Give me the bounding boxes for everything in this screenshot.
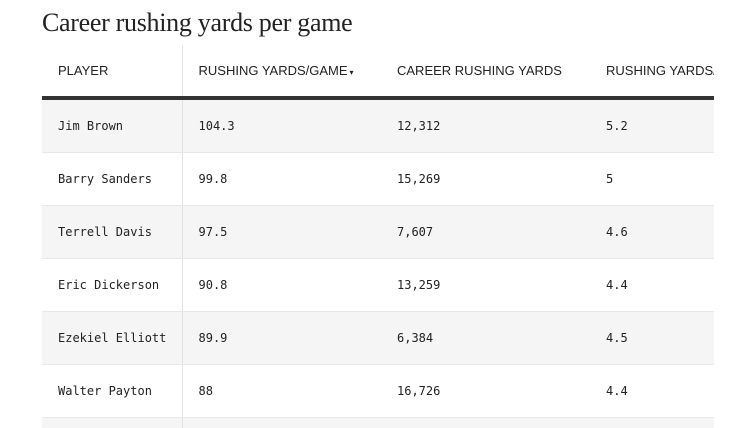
- col-label: RUSHING YARDS/ATTEMPT: [606, 63, 714, 78]
- yards-per-game-cell: 99.8: [182, 152, 381, 206]
- player-cell: Terrell Davis: [42, 205, 183, 259]
- career-yards-cell: 6,384: [381, 311, 590, 365]
- yards-per-attempt-cell: 4.4: [590, 258, 714, 312]
- yards-per-game-cell: 90.8: [182, 258, 381, 312]
- page-title: Career rushing yards per game: [42, 8, 353, 37]
- col-header-yards-per-game[interactable]: RUSHING YARDS/GAME ▾: [182, 45, 381, 100]
- col-label: PLAYER: [58, 63, 109, 78]
- stats-table: PLAYER RUSHING YARDS/GAME ▾ CAREER RUSHIN…: [42, 45, 714, 418]
- table-row: Terrell Davis 97.5 7,607 4.6: [42, 205, 714, 259]
- col-header-player[interactable]: PLAYER: [42, 45, 183, 100]
- player-cell: Barry Sanders: [42, 152, 183, 206]
- career-yards-cell: 16,726: [381, 364, 590, 418]
- next-row-partial: [42, 418, 714, 428]
- yards-per-game-cell: 88: [182, 364, 381, 418]
- table-row: Barry Sanders 99.8 15,269 5: [42, 152, 714, 206]
- table-row: Ezekiel Elliott 89.9 6,384 4.5: [42, 311, 714, 365]
- header-row: PLAYER RUSHING YARDS/GAME ▾ CAREER RUSHIN…: [42, 45, 714, 100]
- yards-per-attempt-cell: 4.5: [590, 311, 714, 365]
- stats-table-container[interactable]: PLAYER RUSHING YARDS/GAME ▾ CAREER RUSHIN…: [42, 45, 714, 428]
- table-row: Walter Payton 88 16,726 4.4: [42, 364, 714, 418]
- col-header-career-yards[interactable]: CAREER RUSHING YARDS: [381, 45, 590, 100]
- player-cell: Walter Payton: [42, 364, 183, 418]
- yards-per-game-cell: 104.3: [182, 98, 381, 153]
- player-cell: Eric Dickerson: [42, 258, 183, 312]
- sort-desc-icon: ▾: [349, 68, 354, 77]
- yards-per-attempt-cell: 5: [590, 152, 714, 206]
- yards-per-attempt-cell: 4.4: [590, 364, 714, 418]
- player-cell: Jim Brown: [42, 98, 183, 153]
- player-cell: Ezekiel Elliott: [42, 311, 183, 365]
- table-row: Jim Brown 104.3 12,312 5.2: [42, 98, 714, 153]
- career-yards-cell: 15,269: [381, 152, 590, 206]
- col-label: CAREER RUSHING YARDS: [397, 63, 562, 78]
- yards-per-attempt-cell: 5.2: [590, 98, 714, 153]
- yards-per-game-cell: 89.9: [182, 311, 381, 365]
- table-row: Eric Dickerson 90.8 13,259 4.4: [42, 258, 714, 312]
- col-label: RUSHING YARDS/GAME: [198, 63, 348, 78]
- career-yards-cell: 7,607: [381, 205, 590, 259]
- yards-per-attempt-cell: 4.6: [590, 205, 714, 259]
- career-yards-cell: 12,312: [381, 98, 590, 153]
- col-header-yards-per-attempt[interactable]: RUSHING YARDS/ATTEMPT: [590, 45, 714, 100]
- career-yards-cell: 13,259: [381, 258, 590, 312]
- yards-per-game-cell: 97.5: [182, 205, 381, 259]
